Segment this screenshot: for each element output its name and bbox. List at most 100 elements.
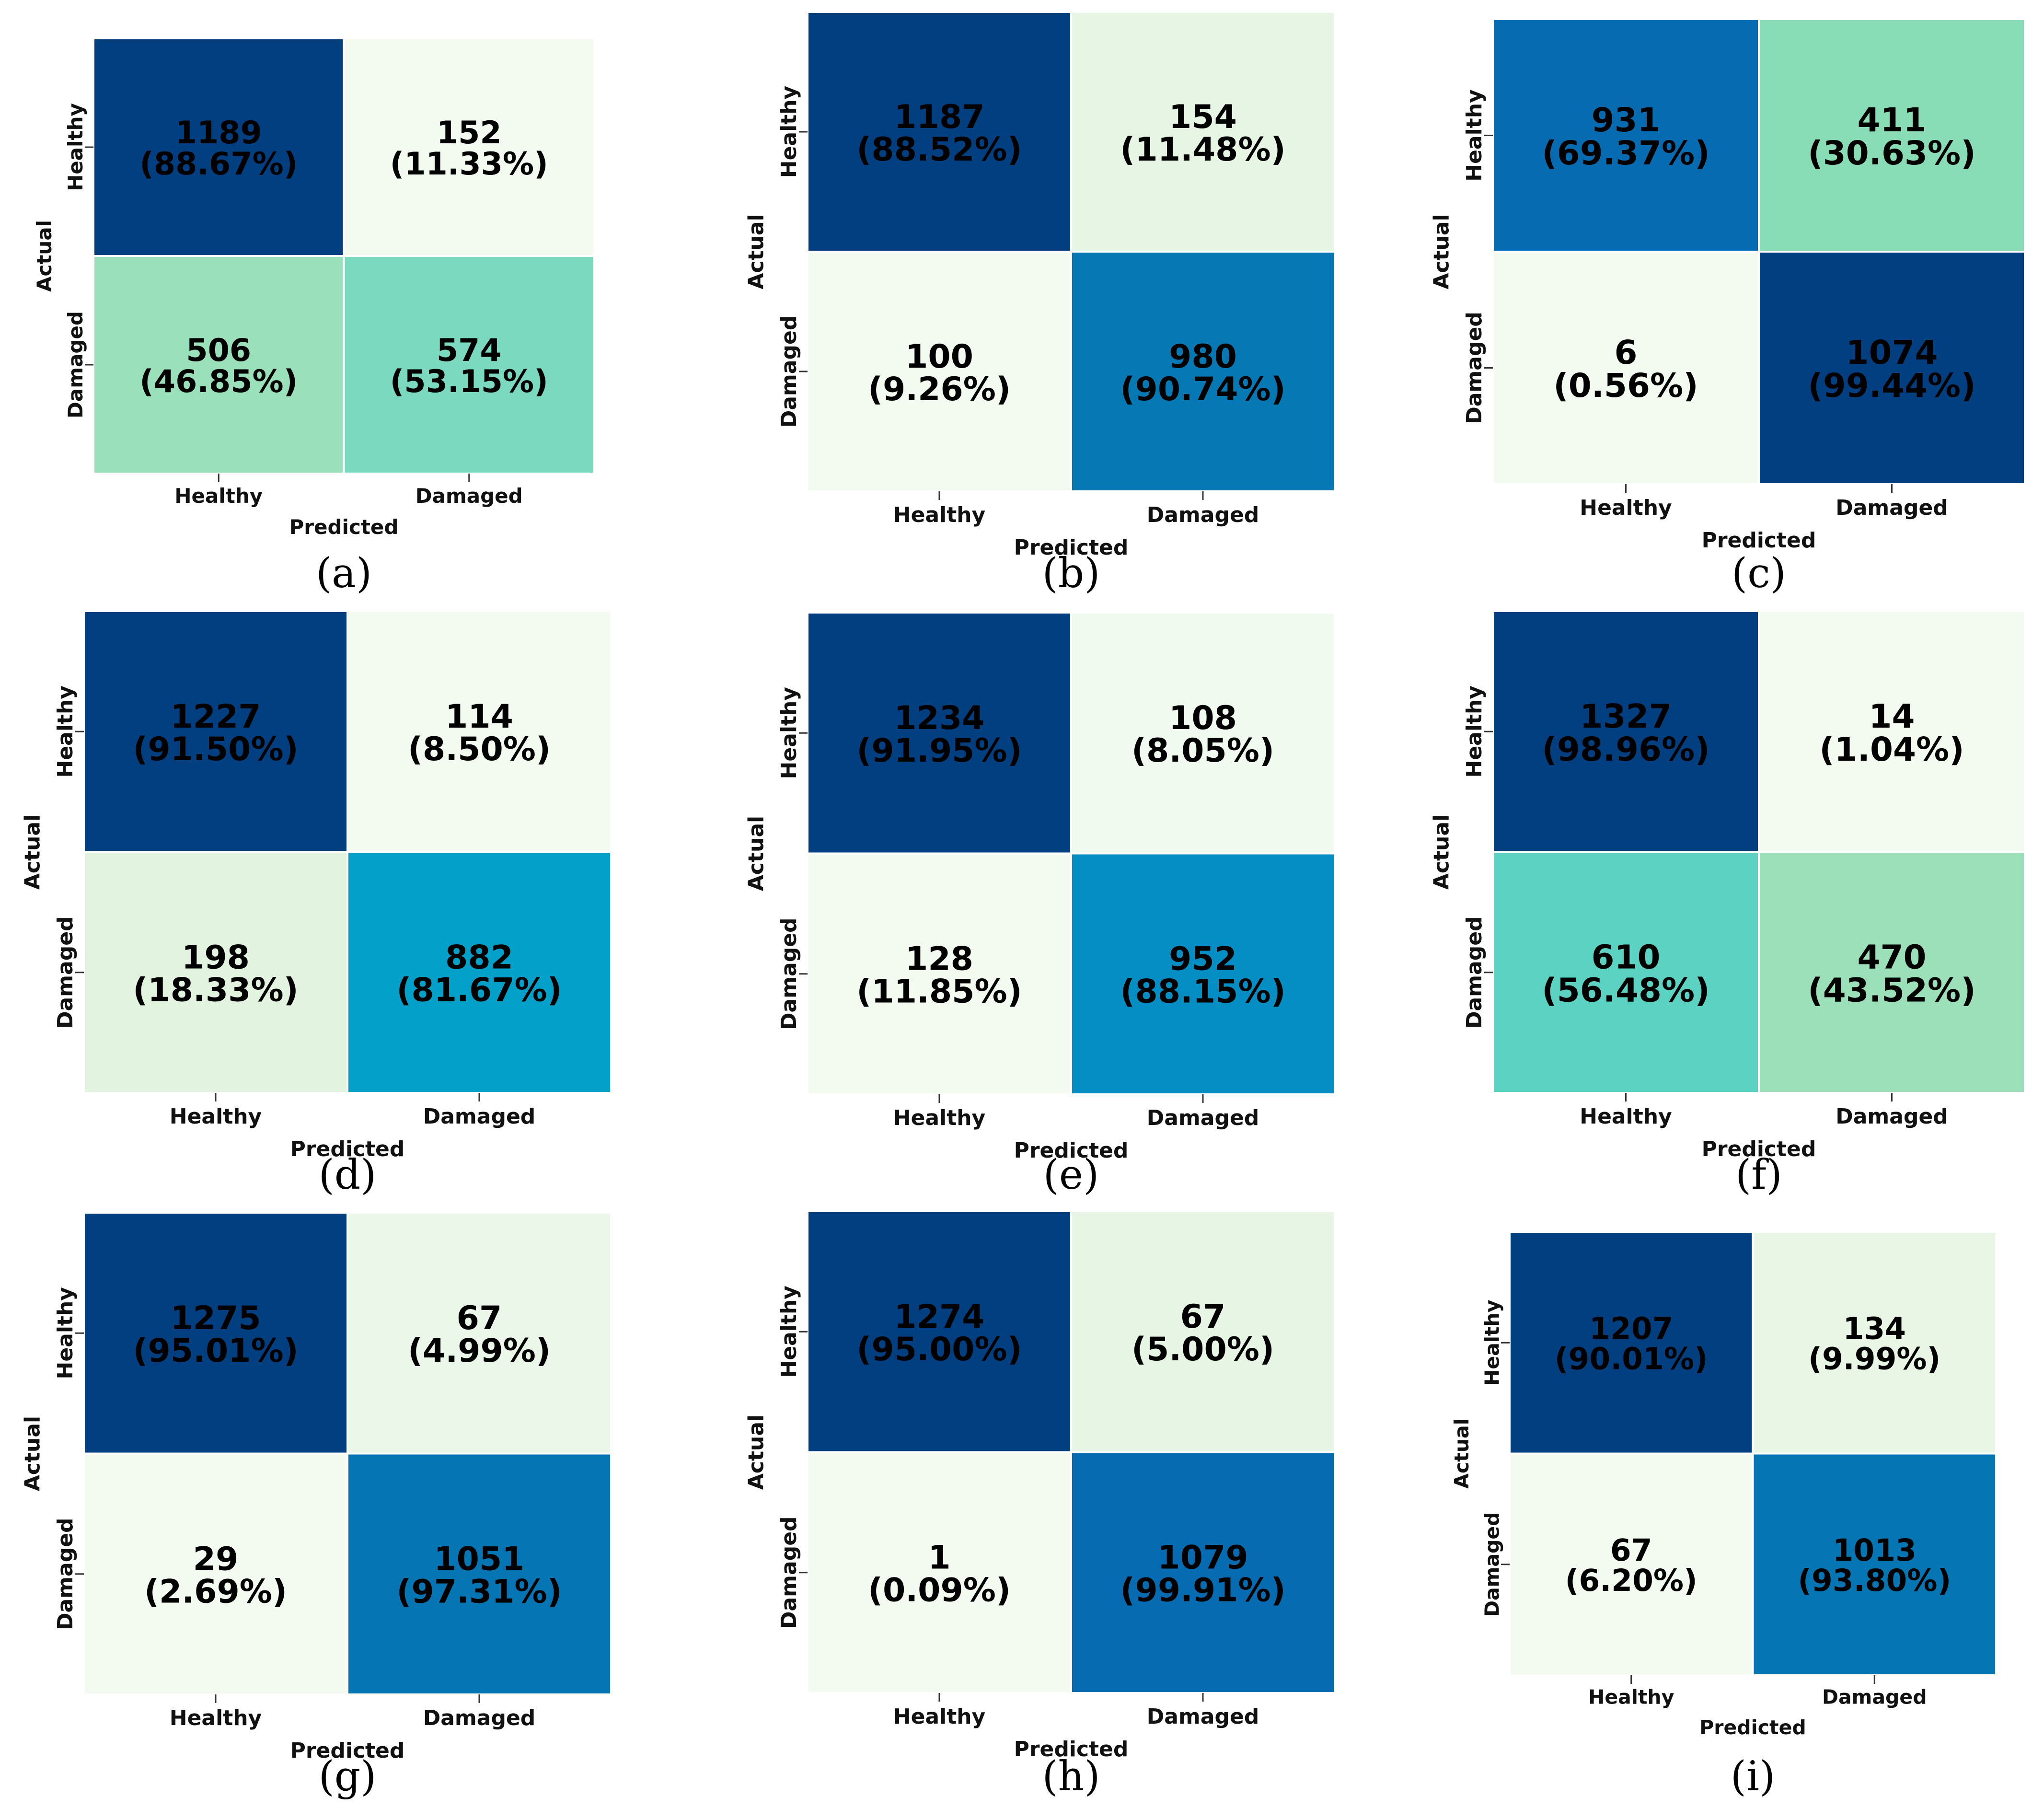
cell-percent-label: (43.52%) [1808,971,1975,1009]
cell-percent-label: (95.01%) [133,1332,298,1370]
cell-count-label: 931 [1591,101,1660,139]
heatmap-cell [1509,1452,1754,1676]
y-axis-title: Actual [1430,214,1454,289]
panel-caption: (b) [1042,550,1100,597]
heatmap-cell [1070,251,1336,492]
heatmap-cell [1758,610,2026,853]
y-tick-label: Damaged [53,916,78,1029]
cell-percent-label: (46.85%) [139,364,298,400]
x-tick-label: Damaged [416,484,523,508]
x-axis-title: Predicted [1014,1737,1129,1762]
cell-count-label: 1051 [434,1541,524,1578]
cell-percent-label: (0.56%) [1553,367,1698,405]
cell-count-label: 882 [445,939,513,977]
cell-count-label: 1327 [1580,697,1672,736]
heatmap-cell [1492,851,1760,1094]
heatmap-cell [346,1452,612,1695]
heatmap-cell [1492,18,1760,253]
cell-percent-label: (18.33%) [133,972,298,1009]
heatmap-cell [1752,1452,1997,1676]
heatmap-cell [1070,1210,1336,1453]
cell-percent-label: (95.00%) [856,1331,1022,1368]
x-axis-title: Predicted [1014,535,1129,560]
x-tick-label: Damaged [1822,1685,1927,1708]
cell-percent-label: (6.20%) [1565,1563,1697,1598]
panel-caption: (d) [319,1151,377,1199]
cell-percent-label: (90.01%) [1555,1342,1708,1377]
x-tick-label: Damaged [423,1706,536,1730]
y-tick-label: Healthy [777,687,801,779]
cell-count-label: 1227 [170,698,261,736]
cell-percent-label: (97.31%) [396,1573,562,1611]
heatmap-cell [83,1452,348,1695]
panel-caption: (g) [319,1753,377,1800]
cell-count-label: 6 [1614,334,1637,372]
cell-percent-label: (98.96%) [1542,730,1709,769]
cell-count-label: 574 [437,333,502,369]
x-axis-title: Predicted [289,515,399,539]
cell-percent-label: (91.50%) [133,730,298,768]
cell-count-label: 1275 [170,1299,261,1337]
cell-percent-label: (90.74%) [1120,371,1285,408]
cell-count-label: 152 [437,115,502,151]
cell-percent-label: (53.15%) [390,364,548,400]
heatmap-cell [1509,1231,1754,1455]
x-tick-label: Healthy [893,1106,985,1130]
cell-count-label: 470 [1857,938,1926,976]
heatmap-cell [346,851,612,1094]
y-axis-title: Actual [33,220,56,292]
x-tick-label: Healthy [1580,496,1672,520]
x-tick-label: Healthy [170,1104,262,1129]
panel-caption: (f) [1735,1151,1782,1199]
heatmap-cell [1492,251,1760,485]
cell-count-label: 1274 [894,1298,984,1336]
cell-percent-label: (9.26%) [868,371,1011,408]
y-tick-label: Damaged [777,1516,801,1629]
x-axis-title: Predicted [1014,1138,1129,1163]
y-tick-label: Healthy [53,685,78,777]
y-axis-title: Actual [21,1416,45,1491]
cell-percent-label: (30.63%) [1808,134,1975,173]
panel-caption: (e) [1043,1151,1099,1199]
cell-percent-label: (69.37%) [1542,134,1709,173]
cell-count-label: 1189 [175,115,262,151]
cell-percent-label: (4.99%) [408,1332,551,1370]
heatmap-cell [1758,851,2026,1094]
confusion-matrix-panel: 1327(98.96%) 14(1.04%) 610(56.48%) 470(43.5… [1430,610,2026,1199]
y-axis-title: Actual [21,814,45,890]
panel-caption: (c) [1732,550,1786,597]
heatmap-cell [1752,1231,1997,1455]
cell-count-label: 67 [457,1299,502,1337]
x-tick-label: Damaged [1836,1104,1948,1129]
x-axis-title: Predicted [290,1739,405,1763]
x-axis-title: Predicted [290,1137,405,1161]
x-tick-label: Damaged [423,1104,536,1129]
heatmap-cell [1758,251,2026,485]
cell-percent-label: (99.44%) [1808,367,1975,405]
y-axis-title: Actual [744,214,769,289]
panel-caption: (a) [316,550,372,597]
y-tick-label: Damaged [1462,916,1487,1029]
heatmap-cell [83,1212,348,1455]
cell-count-label: 1079 [1157,1539,1248,1577]
cell-count-label: 1207 [1589,1311,1673,1346]
heatmap-cell [1758,18,2026,253]
cell-count-label: 67 [1610,1533,1652,1568]
cell-count-label: 114 [445,698,513,736]
cell-percent-label: (5.00%) [1131,1331,1274,1368]
heatmap-cell [343,255,595,475]
cell-count-label: 100 [905,338,973,376]
heatmap-cell [1070,852,1336,1095]
confusion-matrix-panel: 1275(95.01%) 67(4.99%) 29(2.69%) 1051(97.31… [21,1212,612,1800]
x-tick-label: Damaged [1147,503,1259,527]
panel-caption: (h) [1042,1753,1100,1800]
heatmap-cell [343,37,595,257]
cell-percent-label: (11.33%) [390,146,548,182]
y-tick-label: Damaged [64,311,87,418]
heatmap-cell [807,852,1072,1095]
cell-count-label: 29 [193,1541,239,1578]
cell-percent-label: (0.09%) [868,1572,1011,1610]
cell-percent-label: (93.80%) [1798,1563,1951,1598]
cell-percent-label: (2.69%) [144,1573,287,1611]
